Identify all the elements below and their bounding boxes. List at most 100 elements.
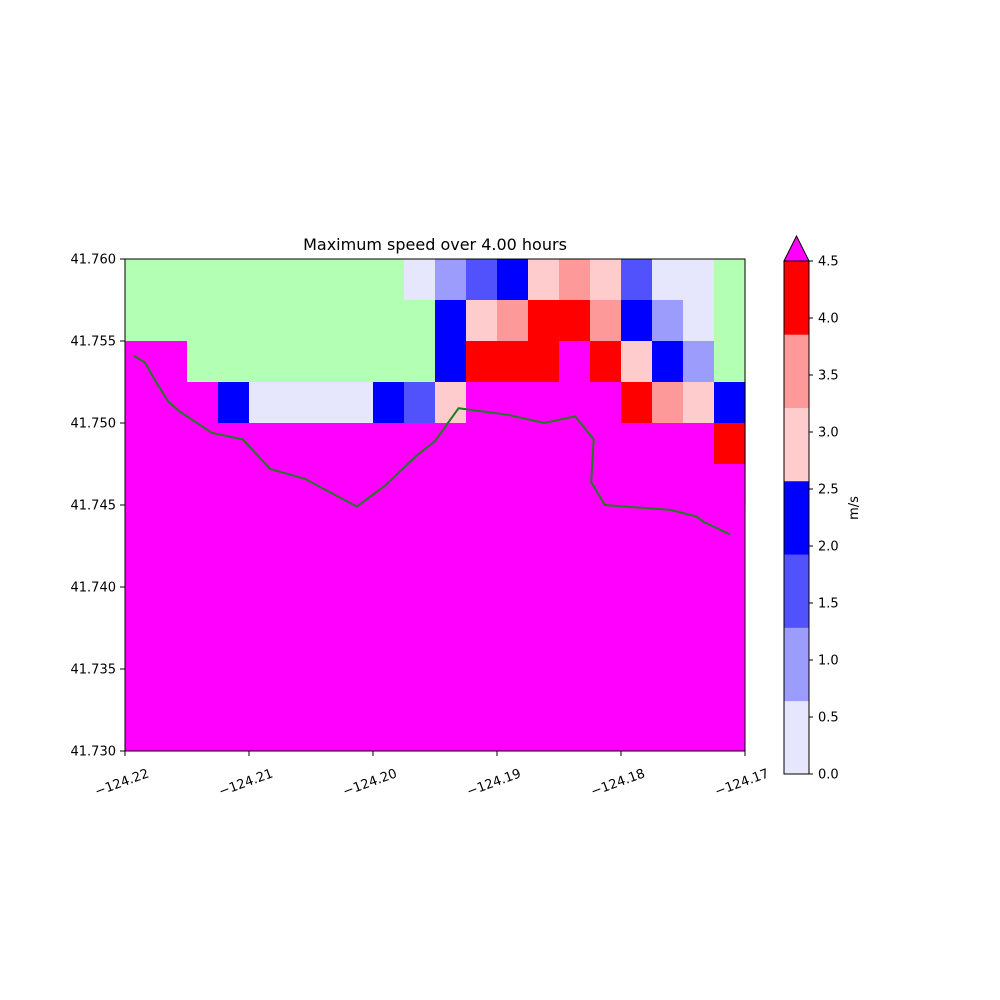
heatmap-cell <box>497 423 529 465</box>
heatmap-cell <box>187 464 219 506</box>
x-tick-label: −124.22 <box>93 766 151 799</box>
heatmap-cell <box>683 259 715 301</box>
y-tick-label: 41.730 <box>71 745 117 760</box>
heatmap-cell-region <box>125 505 745 751</box>
heatmap-cell <box>342 300 374 342</box>
heatmap-cell <box>528 259 560 301</box>
heatmap-cell <box>280 259 312 301</box>
heatmap-cell <box>249 341 281 383</box>
heatmap-cell <box>683 300 715 342</box>
colorbar-segment <box>784 407 809 482</box>
heatmap-cell <box>466 464 498 506</box>
heatmap-cell <box>342 423 374 465</box>
colorbar-tick-label: 2.0 <box>818 540 839 555</box>
heatmap-cell <box>218 382 250 424</box>
heatmap-cell <box>187 423 219 465</box>
heatmap-cell <box>218 300 250 342</box>
heatmap-cell <box>714 464 746 506</box>
heatmap-cell <box>342 341 374 383</box>
heatmap-cell <box>156 259 188 301</box>
heatmap-cell <box>621 423 653 465</box>
heatmap-cell <box>621 300 653 342</box>
heatmap-cell <box>559 259 591 301</box>
colorbar-segment <box>784 334 809 408</box>
heatmap-cell <box>311 382 343 424</box>
x-tick-label: −124.19 <box>465 766 523 799</box>
heatmap-cells <box>125 259 746 751</box>
heatmap-cell <box>466 341 498 383</box>
colorbar-label: m/s <box>847 496 862 520</box>
heatmap-cell <box>187 259 219 301</box>
heatmap-cell <box>280 464 312 506</box>
coastline <box>133 354 731 536</box>
heatmap-cell <box>652 464 684 506</box>
heatmap-cell <box>652 423 684 465</box>
heatmap-cell <box>404 341 436 383</box>
heatmap-cell <box>280 423 312 465</box>
heatmap-cell <box>714 341 746 383</box>
heatmap-cell <box>559 341 591 383</box>
heatmap-cell <box>683 464 715 506</box>
heatmap-cell <box>528 382 560 424</box>
x-tick-label: −124.17 <box>713 766 771 799</box>
y-tick-label: 41.745 <box>71 499 117 514</box>
heatmap-cell <box>280 382 312 424</box>
colorbar-segment <box>784 261 809 335</box>
colorbar-segments <box>783 260 810 775</box>
heatmap-cell <box>497 464 529 506</box>
heatmap-cell <box>559 300 591 342</box>
heatmap-cell <box>621 259 653 301</box>
heatmap-cell <box>528 464 560 506</box>
heatmap-cell <box>466 300 498 342</box>
heatmap-cell <box>187 341 219 383</box>
heatmap-cell <box>404 300 436 342</box>
colorbar-tick-label: 2.5 <box>818 483 839 498</box>
heatmap-cell <box>435 300 467 342</box>
heatmap-cell <box>218 259 250 301</box>
heatmap-cell <box>249 423 281 465</box>
heatmap-cell <box>373 341 405 383</box>
heatmap-cell <box>311 300 343 342</box>
heatmap-cell <box>435 259 467 301</box>
chart-title: Maximum speed over 4.00 hours <box>303 235 567 254</box>
heatmap-cell <box>125 464 157 506</box>
heatmap-cell <box>714 259 746 301</box>
heatmap-cell <box>373 423 405 465</box>
y-axis: 41.730 41.735 41.740 41.745 41.750 41.755 41.7… <box>71 253 125 760</box>
x-tick-label: −124.18 <box>589 766 647 799</box>
heatmap-cell <box>590 423 622 465</box>
colorbar-tick-label: 0.0 <box>818 768 839 783</box>
colorbar-tick-label: 1.5 <box>818 597 839 612</box>
heatmap-cell <box>125 423 157 465</box>
heatmap-cell <box>528 341 560 383</box>
colorbar-tick-label: 3.0 <box>818 426 839 441</box>
heatmap-cell <box>714 300 746 342</box>
heatmap-cell <box>342 382 374 424</box>
colorbar-segment <box>784 700 809 775</box>
colorbar-segment <box>784 554 809 628</box>
heatmap-cell <box>218 423 250 465</box>
heatmap-cell <box>590 300 622 342</box>
plot-area <box>124 258 746 752</box>
heatmap-cell <box>683 382 715 424</box>
heatmap-cell <box>125 382 157 424</box>
colorbar-segment <box>784 480 809 555</box>
heatmap-cell <box>280 341 312 383</box>
heatmap-cell <box>218 341 250 383</box>
heatmap-cell <box>621 341 653 383</box>
x-tick-label: −124.20 <box>341 766 399 799</box>
colorbar-tick-label: 3.5 <box>818 369 839 384</box>
heatmap-cell <box>311 341 343 383</box>
heatmap-cell <box>559 464 591 506</box>
heatmap-cell <box>528 300 560 342</box>
heatmap-cell <box>404 382 436 424</box>
heatmap-cell <box>652 382 684 424</box>
heatmap-cell <box>497 259 529 301</box>
heatmap-cell <box>714 382 746 424</box>
heatmap-cell <box>621 464 653 506</box>
colorbar: 0.0 0.5 1.0 1.5 2.0 2.5 3.0 3.5 4.0 4.5 m/s <box>783 234 862 783</box>
y-tick-label: 41.740 <box>71 581 117 596</box>
heatmap-cell <box>590 341 622 383</box>
heatmap-cell <box>311 259 343 301</box>
